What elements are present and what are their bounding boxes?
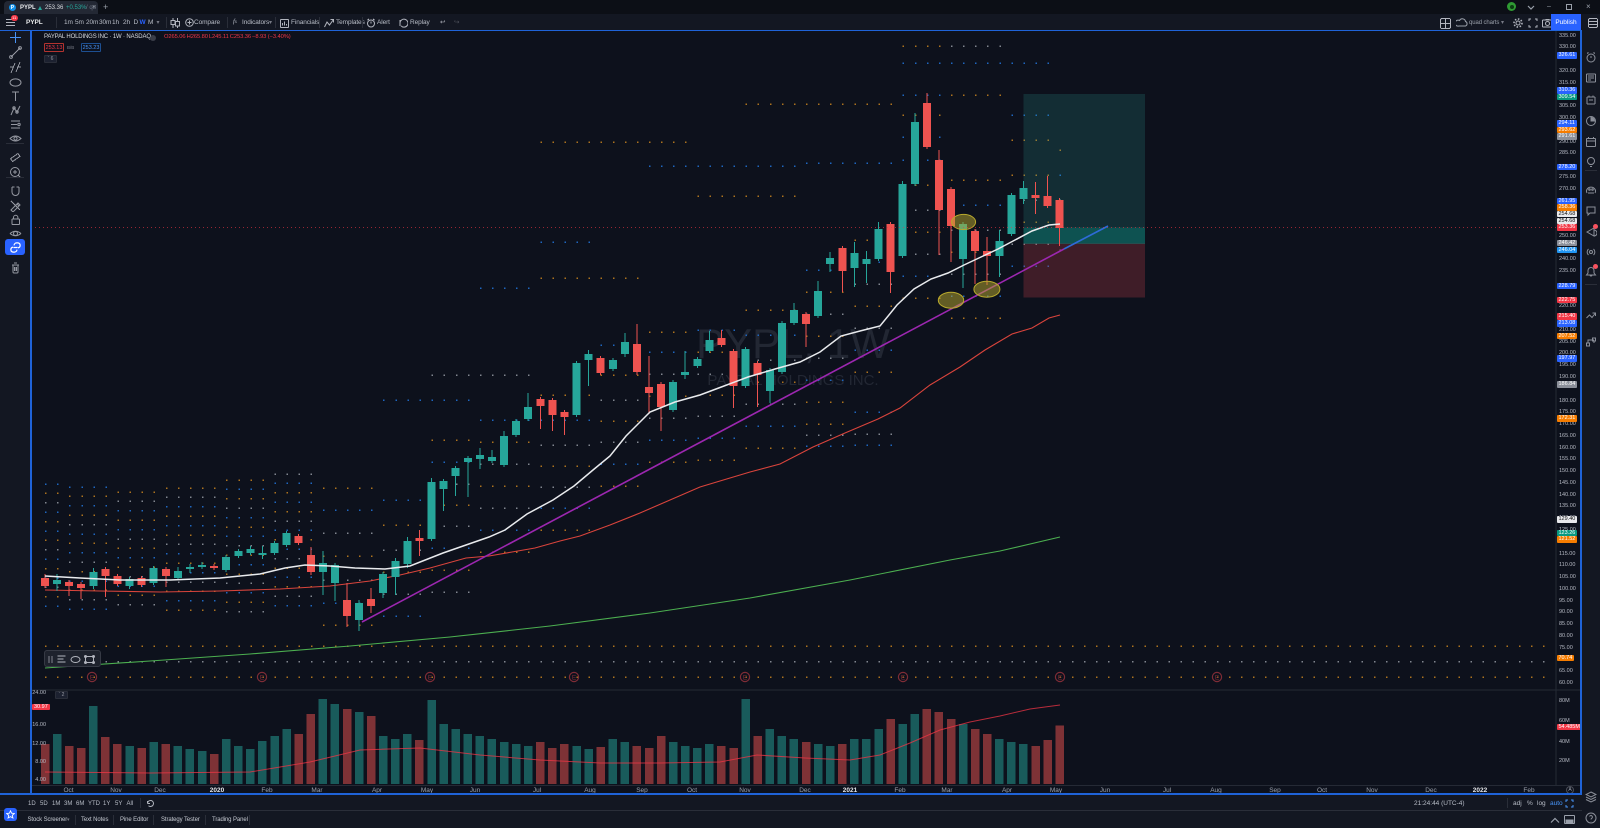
svg-text:E: E [572,675,577,682]
svg-text:E: E [743,675,748,682]
svg-text:E: E [901,675,906,682]
svg-text:E: E [1215,675,1220,682]
svg-text:E: E [260,675,265,682]
svg-text:E: E [90,675,95,682]
svg-text:E: E [1058,675,1063,682]
svg-text:E: E [428,675,433,682]
